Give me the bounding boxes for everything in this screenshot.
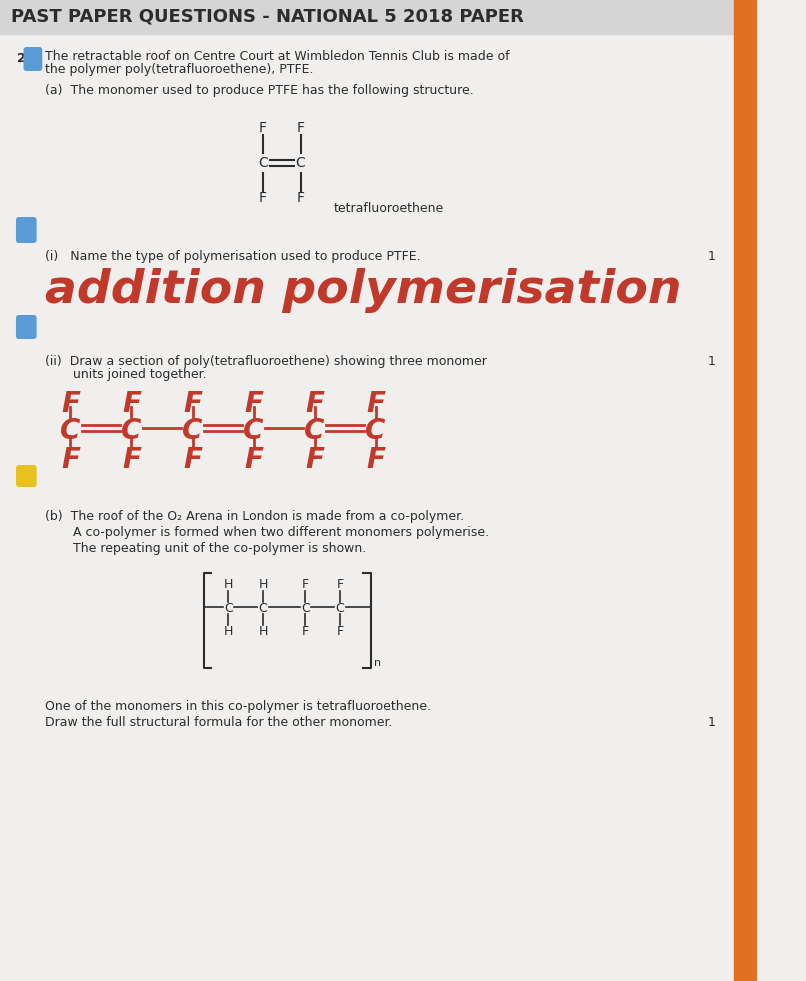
Text: F: F: [305, 446, 324, 474]
Text: C: C: [182, 417, 203, 445]
Text: addition polymerisation: addition polymerisation: [45, 268, 682, 313]
Text: C: C: [243, 417, 264, 445]
Text: tetrafluoroethene: tetrafluoroethene: [334, 201, 443, 215]
Text: the polymer poly(tetrafluoroethene), PTFE.: the polymer poly(tetrafluoroethene), PTF…: [45, 63, 314, 76]
Text: F: F: [305, 390, 324, 418]
Text: C: C: [121, 417, 142, 445]
Text: F: F: [61, 390, 80, 418]
Text: C: C: [60, 417, 81, 445]
Text: F: F: [336, 625, 343, 638]
Text: F: F: [244, 446, 263, 474]
Text: C: C: [259, 602, 268, 615]
Text: F: F: [259, 121, 267, 135]
Text: F: F: [122, 446, 141, 474]
Text: Draw the full structural formula for the other monomer.: Draw the full structural formula for the…: [45, 716, 393, 729]
FancyBboxPatch shape: [16, 315, 36, 339]
Text: H: H: [223, 578, 233, 591]
Text: F: F: [366, 390, 385, 418]
Text: H: H: [223, 625, 233, 638]
Text: C: C: [305, 417, 325, 445]
FancyBboxPatch shape: [16, 465, 36, 487]
Text: F: F: [183, 390, 202, 418]
Text: 1: 1: [708, 355, 716, 368]
Text: F: F: [336, 578, 343, 591]
FancyBboxPatch shape: [23, 47, 42, 71]
Text: units joined together.: units joined together.: [45, 368, 206, 381]
Text: F: F: [122, 390, 141, 418]
Text: n: n: [374, 658, 381, 668]
Text: F: F: [366, 446, 385, 474]
Text: The retractable roof on Centre Court at Wimbledon Tennis Club is made of: The retractable roof on Centre Court at …: [45, 50, 509, 63]
Text: F: F: [61, 446, 80, 474]
Text: C: C: [296, 156, 305, 170]
Text: PAST PAPER QUESTIONS - NATIONAL 5 2018 PAPER: PAST PAPER QUESTIONS - NATIONAL 5 2018 P…: [11, 8, 524, 26]
Text: F: F: [301, 578, 309, 591]
Text: (i)   Name the type of polymerisation used to produce PTFE.: (i) Name the type of polymerisation used…: [45, 250, 421, 263]
Text: 1: 1: [708, 716, 716, 729]
Text: C: C: [365, 417, 386, 445]
Text: C: C: [258, 156, 268, 170]
FancyBboxPatch shape: [16, 217, 36, 243]
Text: F: F: [244, 390, 263, 418]
Text: F: F: [297, 191, 305, 205]
Text: (ii)  Draw a section of poly(tetrafluoroethene) showing three monomer: (ii) Draw a section of poly(tetrafluoroe…: [45, 355, 487, 368]
Text: (b)  The roof of the O₂ Arena in London is made from a co-polymer.: (b) The roof of the O₂ Arena in London i…: [45, 510, 464, 523]
Bar: [734, 0, 757, 981]
Text: 1: 1: [708, 250, 716, 263]
Text: C: C: [224, 602, 233, 615]
Text: F: F: [259, 191, 267, 205]
Text: The repeating unit of the co-polymer is shown.: The repeating unit of the co-polymer is …: [45, 542, 367, 555]
Text: F: F: [297, 121, 305, 135]
Bar: [0, 0, 734, 34]
Text: C: C: [335, 602, 344, 615]
Text: F: F: [301, 625, 309, 638]
Text: H: H: [258, 625, 268, 638]
Text: F: F: [183, 446, 202, 474]
Text: (a)  The monomer used to produce PTFE has the following structure.: (a) The monomer used to produce PTFE has…: [45, 84, 474, 97]
Text: A co-polymer is formed when two different monomers polymerise.: A co-polymer is formed when two differen…: [45, 526, 489, 539]
Text: C: C: [301, 602, 310, 615]
Text: One of the monomers in this co-polymer is tetrafluoroethene.: One of the monomers in this co-polymer i…: [45, 700, 431, 713]
Text: H: H: [258, 578, 268, 591]
Text: 2.: 2.: [17, 52, 31, 65]
